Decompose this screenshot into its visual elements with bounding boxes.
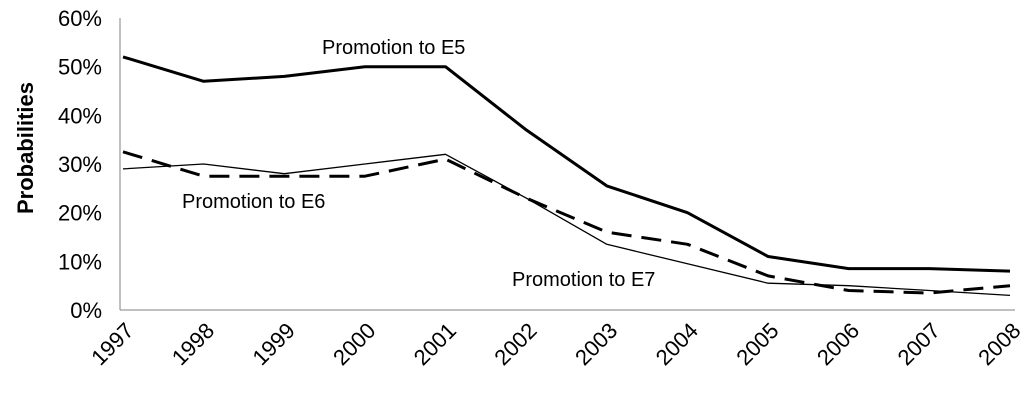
x-tick-label: 1999 <box>248 318 300 370</box>
annotation-e5: Promotion to E5 <box>322 37 465 59</box>
x-tick-label: 2004 <box>651 318 703 370</box>
x-tick-label: 1997 <box>86 318 138 370</box>
series-line-3 <box>122 150 1011 295</box>
x-tick-label: 2008 <box>973 318 1025 370</box>
y-tick-label: 30% <box>58 152 102 177</box>
x-tick-labels: 1997 1998 1999 2000 2001 2002 2003 2004 2005 2006… <box>86 318 1025 370</box>
x-tick-label: 1998 <box>167 318 219 370</box>
x-tick-label: 2000 <box>328 318 380 370</box>
x-tick-label: 2001 <box>409 318 461 370</box>
y-tick-label: 0% <box>70 298 102 323</box>
y-axis-label: Probabilities <box>13 82 38 214</box>
annotation-e7: Promotion to E7 <box>512 269 655 291</box>
y-tick-label: 50% <box>58 55 102 80</box>
y-tick-label: 60% <box>58 6 102 31</box>
x-tick-label: 2007 <box>893 318 945 370</box>
x-tick-label: 2003 <box>570 318 622 370</box>
annotation-e6: Promotion to E6 <box>182 191 325 213</box>
x-tick-label: 2002 <box>489 318 541 370</box>
series-line-2 <box>122 153 1011 297</box>
y-tick-label: 40% <box>58 103 102 128</box>
x-tick-label: 2005 <box>731 318 783 370</box>
y-tick-label: 10% <box>58 249 102 274</box>
series-line-1 <box>122 55 1011 273</box>
y-tick-labels: 0% 10% 20% 30% 40% 50% 60% <box>58 6 102 323</box>
series-lines <box>122 55 1011 297</box>
y-tick-label: 20% <box>58 201 102 226</box>
x-tick-label: 2006 <box>812 318 864 370</box>
